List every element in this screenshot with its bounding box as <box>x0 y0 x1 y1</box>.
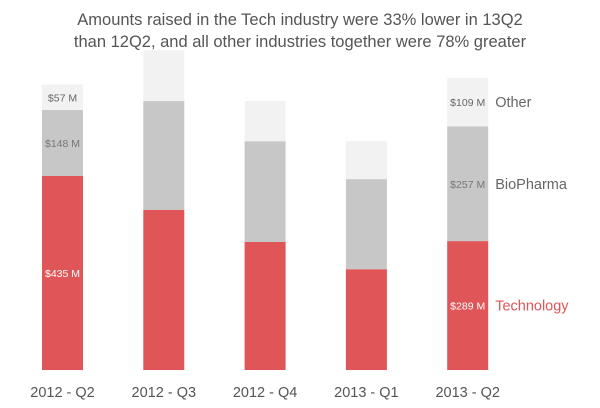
chart-title-line-1: Amounts raised in the Tech industry were… <box>77 11 522 29</box>
bar-biopharma-2012-q2 <box>42 109 83 176</box>
bar-technology-2012-q3 <box>143 209 185 370</box>
bar-biopharma-2013-q1 <box>345 179 387 270</box>
x-tick-label: 2012 - Q3 <box>132 385 197 401</box>
data-label-technology-2012-q2: $435 M <box>45 268 80 280</box>
x-tick-label: 2012 - Q2 <box>30 385 95 401</box>
x-tick-label: 2013 - Q1 <box>334 385 399 401</box>
bar-technology-2013-q1 <box>345 269 387 370</box>
x-tick-label: 2012 - Q4 <box>233 385 298 401</box>
x-tick-label: 2013 - Q2 <box>435 385 500 401</box>
bar-other-2012-q4 <box>244 101 286 142</box>
data-label-biopharma-2013-q2: $257 M <box>450 179 485 191</box>
data-label-other-2012-q2: $57 M <box>48 92 77 104</box>
bar-other-2013-q2 <box>447 77 489 127</box>
data-label-other-2013-q2: $109 M <box>450 97 485 109</box>
chart-title-line-2: than 12Q2, and all other industries toge… <box>74 33 527 51</box>
bar-other-2012-q2 <box>42 84 83 110</box>
data-label-technology-2013-q2: $289 M <box>450 301 485 313</box>
legend-label-biopharma: BioPharma <box>495 177 568 193</box>
legend-label-other: Other <box>495 95 531 111</box>
bar-technology-2013-q2 <box>447 241 489 370</box>
bar-technology-2012-q2 <box>42 175 83 370</box>
legend-label-technology: Technology <box>495 299 569 315</box>
data-label-biopharma-2012-q2: $148 M <box>45 138 80 150</box>
bar-other-2013-q1 <box>345 141 387 180</box>
bar-biopharma-2012-q3 <box>143 101 185 210</box>
bar-technology-2012-q4 <box>244 241 286 370</box>
bar-biopharma-2013-q2 <box>447 126 489 242</box>
bar-other-2012-q3 <box>143 50 185 102</box>
bar-biopharma-2012-q4 <box>244 141 286 242</box>
